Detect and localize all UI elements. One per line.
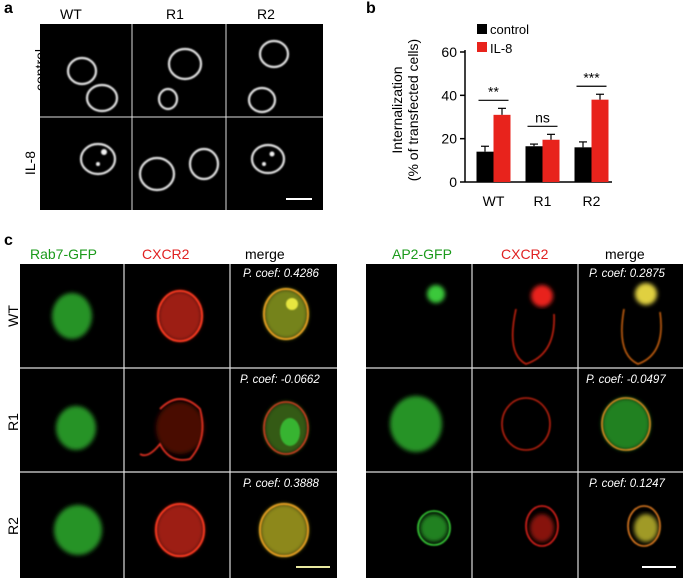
right-coef-r2: P. coef: 0.1247 <box>589 478 665 490</box>
y-tick-label: 40 <box>441 87 457 103</box>
bar-control <box>574 147 592 182</box>
header-merge-left: merge <box>245 246 285 262</box>
cell-outline <box>66 56 98 86</box>
y-tick-label: 0 <box>449 174 457 190</box>
y-axis-label-line1: Internalization <box>389 66 405 153</box>
left-coef-wt: P. coef: 0.4286 <box>243 268 319 280</box>
panel-c-row-wt: WT <box>5 305 21 327</box>
bar-il8 <box>493 114 511 182</box>
bar-il8 <box>542 139 560 182</box>
x-tick-label: WT <box>483 193 505 209</box>
legend-swatch-il8 <box>477 42 487 52</box>
legend-label-control: control <box>490 22 529 37</box>
internalization-bar-chart: 0 20 40 60 ** WT ns R1 *** R2 Internalization (% … <box>389 22 612 209</box>
cell-outline <box>157 87 179 111</box>
header-merge-right: merge <box>605 246 645 262</box>
header-rab7-gfp: Rab7-GFP <box>30 246 97 262</box>
significance-label: ns <box>535 109 550 125</box>
significance-label: ** <box>488 83 499 99</box>
panel-b-letter: b <box>366 0 376 17</box>
cell-outline <box>85 83 119 113</box>
y-tick-label: 60 <box>441 44 457 60</box>
cell-outline <box>247 86 277 114</box>
x-tick-label: R1 <box>534 193 552 209</box>
cell-outline <box>138 156 176 192</box>
panel-a-micrograph-grid <box>40 24 323 210</box>
legend-swatch-control <box>477 24 487 34</box>
left-coef-r1: P. coef: -0.0662 <box>240 374 320 386</box>
legend-label-il8: IL-8 <box>490 41 512 56</box>
cell-outline <box>250 143 286 175</box>
panel-c-row-r2: R2 <box>5 517 21 535</box>
cell-outline <box>167 47 203 81</box>
rab7-micrograph-grid <box>20 264 337 578</box>
y-tick-label: 20 <box>441 131 457 147</box>
bar-il8 <box>591 99 609 182</box>
right-coef-wt: P. coef: 0.2875 <box>589 268 665 280</box>
cell-outline <box>79 142 117 176</box>
panel-a-row-il8: IL-8 <box>22 150 38 176</box>
right-coef-r1: P. coef: -0.0497 <box>586 374 666 386</box>
panel-a-letter: a <box>4 0 13 17</box>
ap2-micrograph-grid <box>366 264 683 578</box>
y-axis-label-line2: (% of transfected cells) <box>405 39 421 181</box>
panel-a-col-r2: R2 <box>257 6 275 22</box>
panel-c-letter: c <box>4 232 13 249</box>
bar-control <box>476 151 494 182</box>
x-tick-label: R2 <box>583 193 601 209</box>
header-ap2-gfp: AP2-GFP <box>392 246 452 262</box>
cell-outline <box>258 39 290 69</box>
panel-c-row-r1: R1 <box>5 413 21 431</box>
panel-a-col-r1: R1 <box>166 6 184 22</box>
bar-control <box>525 146 543 182</box>
header-cxcr2-right: CXCR2 <box>501 246 549 262</box>
cell-outline <box>188 147 220 181</box>
panel-a-col-wt: WT <box>60 6 82 22</box>
header-cxcr2-left: CXCR2 <box>142 246 190 262</box>
significance-label: *** <box>583 69 600 85</box>
left-coef-r2: P. coef: 0.3888 <box>243 478 319 490</box>
